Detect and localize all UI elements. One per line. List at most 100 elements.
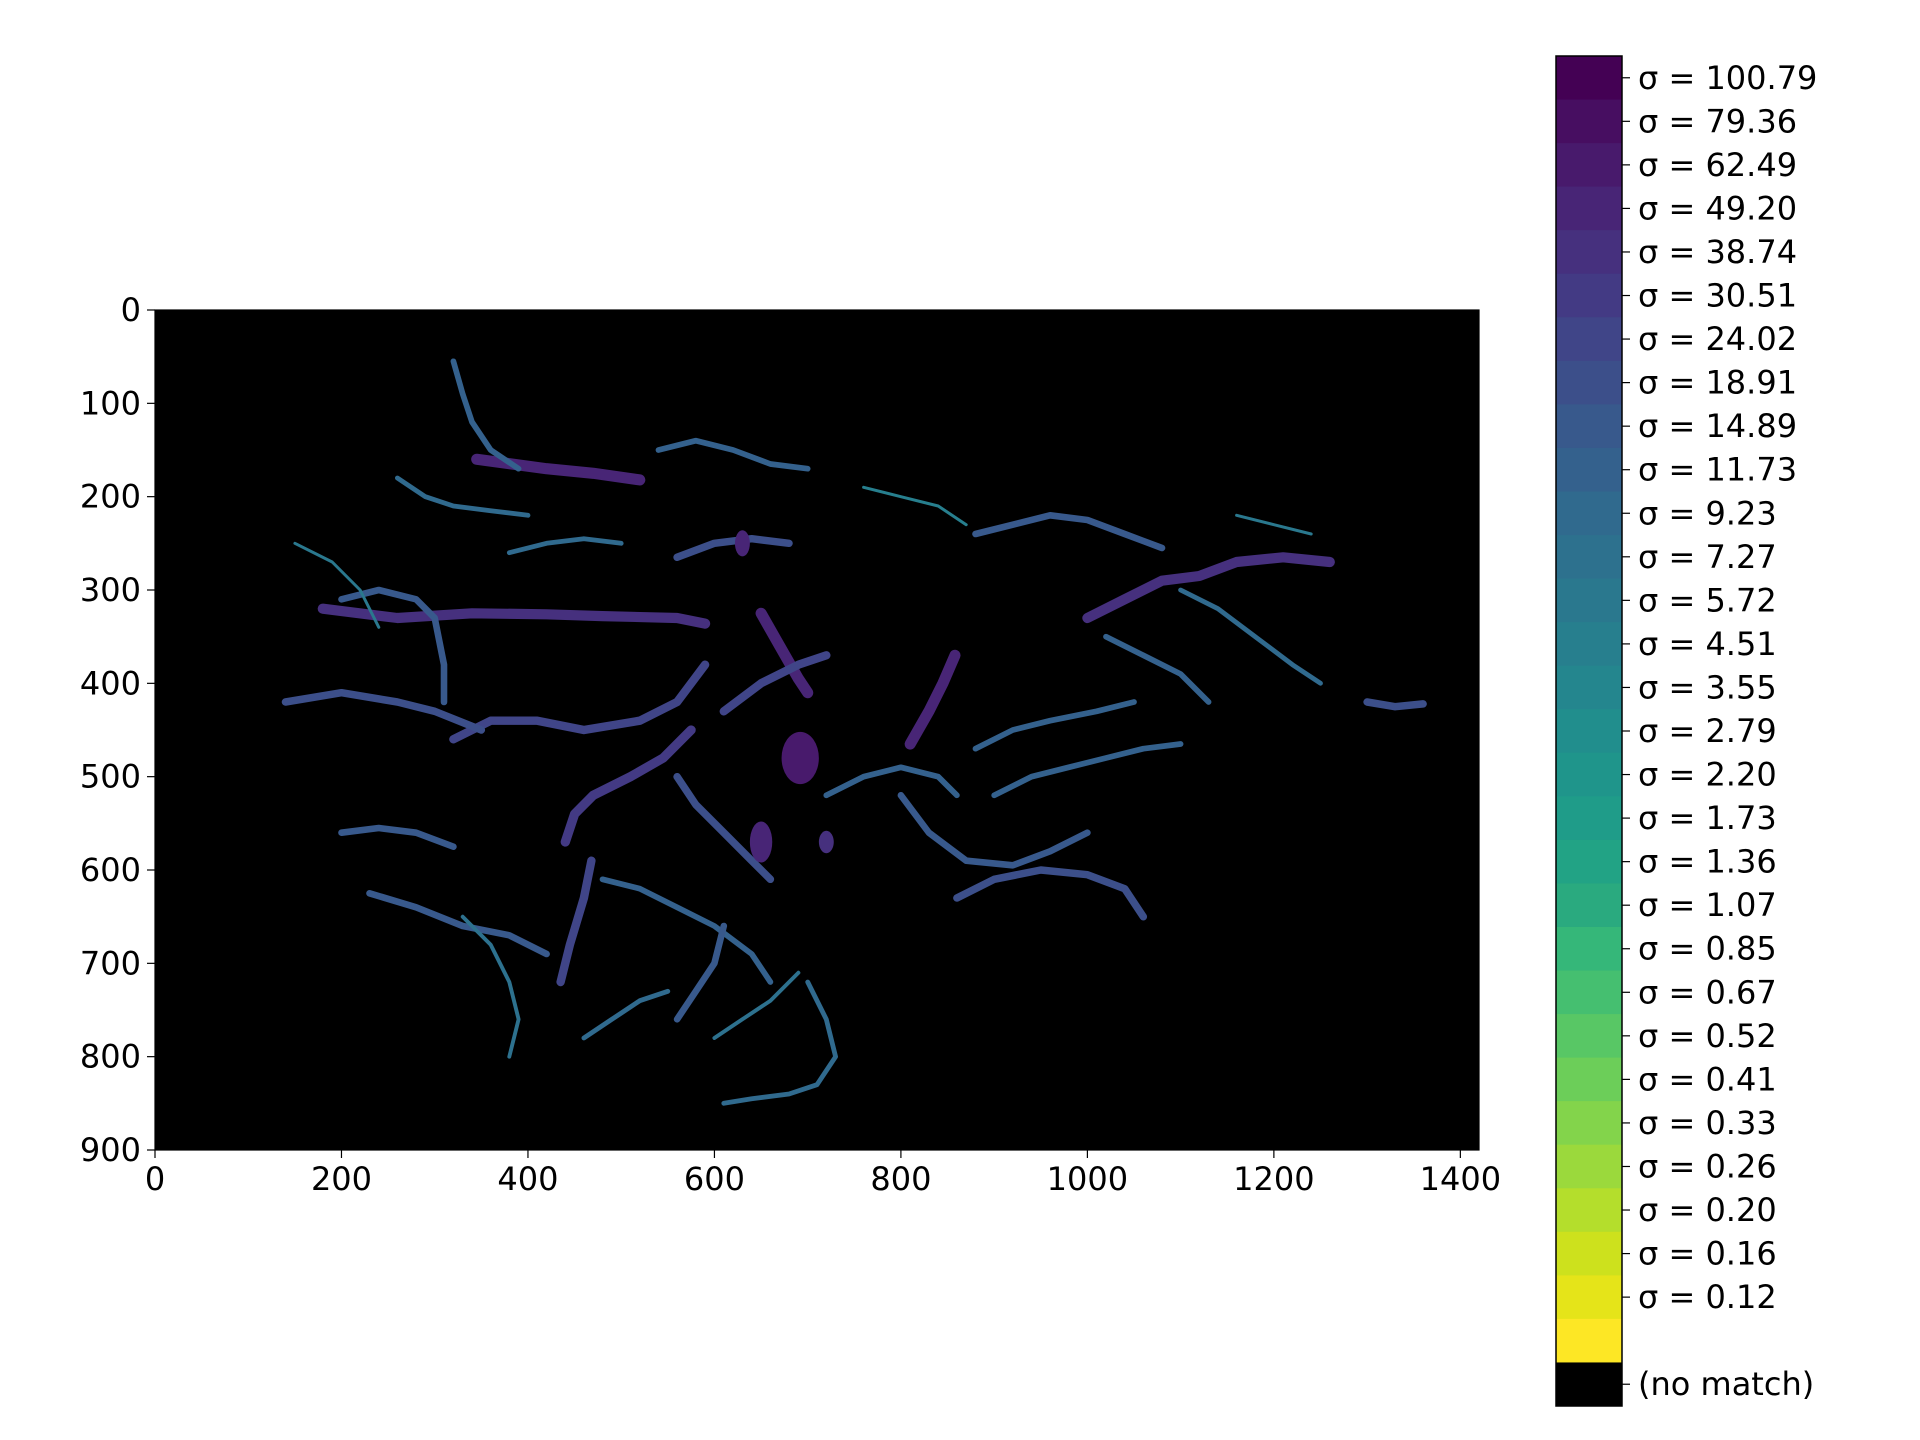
vessel-segment: [719, 651, 831, 716]
y-axis: 0 100 200 300 400 500 600 700 800 900: [80, 291, 155, 1169]
vessel-segment: [581, 988, 671, 1041]
x-axis: 0 200 400 600 800 1000 1200 1400: [145, 1150, 1501, 1198]
vessel-segment: [673, 922, 728, 1023]
colorbar-segment: [1556, 317, 1622, 362]
vessel-blob: [734, 530, 750, 557]
colorbar-segment: [1556, 447, 1622, 492]
y-tick-label: 500: [80, 758, 141, 796]
colorbar-segment: [1556, 56, 1622, 101]
colorbar: σ = 100.79 σ = 79.36 σ = 62.49 σ = 49.20 σ =…: [1555, 55, 1817, 1407]
colorbar-label: σ = 24.02: [1638, 320, 1797, 358]
colorbar-segment: [1556, 1231, 1622, 1276]
colorbar-label: σ = 38.74: [1638, 233, 1797, 271]
colorbar-segment: [1556, 970, 1622, 1015]
vessel-segment: [1178, 587, 1323, 686]
colorbar-segment: [1556, 404, 1622, 449]
colorbar-label: σ = 0.52: [1638, 1017, 1777, 1055]
y-tick-label: 600: [80, 851, 141, 889]
vessel-blob: [818, 830, 834, 854]
colorbar-segment: [1556, 360, 1622, 405]
x-tick-label: 0: [145, 1160, 165, 1198]
vessel-segment: [1235, 513, 1313, 536]
colorbar-label: σ = 18.91: [1638, 364, 1797, 402]
vessel-layer: [281, 358, 1427, 1106]
colorbar-segment: [1556, 1318, 1622, 1363]
x-tick-label: 600: [684, 1160, 745, 1198]
plot-area: [155, 310, 1479, 1150]
colorbar-segment: [1556, 186, 1622, 231]
vessel-segment: [1103, 633, 1212, 705]
vessel-segment: [599, 876, 774, 985]
colorbar-segment: [1556, 230, 1622, 275]
colorbar-segment: [1556, 273, 1622, 318]
colorbar-label: σ = 1.73: [1638, 799, 1777, 837]
colorbar-label: σ = 3.55: [1638, 668, 1777, 706]
colorbar-label: σ = 0.16: [1638, 1235, 1777, 1273]
vessel-segment: [755, 607, 814, 699]
colorbar-label: σ = 11.73: [1638, 451, 1797, 489]
colorbar-label: σ = 9.23: [1638, 494, 1777, 532]
colorbar-segment: [1556, 926, 1622, 972]
vessel-blob: [749, 821, 773, 863]
y-tick-label: 900: [80, 1131, 141, 1169]
vessel-segment: [293, 541, 381, 629]
vessel-segment: [281, 688, 486, 734]
colorbar-label: σ = 2.20: [1638, 756, 1777, 794]
x-tick-label: 1400: [1420, 1160, 1501, 1198]
colorbar-label: σ = 2.79: [1638, 712, 1777, 750]
colorbar-label: σ = 100.79: [1638, 59, 1817, 97]
colorbar-segment: [1556, 883, 1622, 928]
colorbar-segment: [1556, 665, 1622, 710]
vessel-segment: [1363, 698, 1427, 711]
y-tick-label: 100: [80, 384, 141, 422]
vessel-segment: [338, 586, 448, 706]
colorbar-label: σ = 0.67: [1638, 973, 1777, 1011]
colorbar-segment: [1556, 752, 1622, 797]
vessel-segment: [556, 856, 596, 987]
vessel-segment: [673, 772, 775, 884]
vessel-segment: [712, 970, 801, 1040]
vessel-segment: [560, 725, 696, 847]
x-tick-label: 1200: [1233, 1160, 1314, 1198]
colorbar-segment: [1556, 1014, 1622, 1059]
vessel-segment: [506, 536, 624, 556]
colorbar-label: σ = 30.51: [1638, 277, 1797, 315]
vessel-segment: [338, 824, 457, 850]
colorbar-segment: [1556, 709, 1622, 754]
colorbar-label: σ = 0.26: [1638, 1147, 1777, 1185]
colorbar-segment: [1556, 839, 1622, 884]
colorbar-segment: [1556, 143, 1622, 188]
colorbar-segment: [1556, 1057, 1622, 1102]
vessel-segment: [953, 866, 1148, 921]
colorbar-segment: [1556, 99, 1622, 144]
y-tick-label: 0: [121, 291, 141, 329]
y-tick-label: 200: [80, 478, 141, 516]
vessel-blob: [781, 731, 819, 785]
y-tick-label: 300: [80, 571, 141, 609]
vessel-segment: [904, 649, 961, 750]
y-tick-label: 400: [80, 664, 141, 702]
colorbar-segment: [1556, 578, 1622, 623]
vessel-segment: [655, 437, 811, 472]
vessel-segment: [395, 475, 531, 518]
vessel-segment: [450, 358, 522, 472]
vessel-segment: [721, 979, 838, 1106]
colorbar-label: σ = 1.07: [1638, 886, 1777, 924]
colorbar-label: σ = 0.12: [1638, 1278, 1777, 1316]
y-tick-label: 700: [80, 944, 141, 982]
colorbar-label: σ = 5.72: [1638, 581, 1777, 619]
vessel-segment: [972, 511, 1166, 552]
plot-frame: [154, 309, 1480, 1151]
vessel-segment: [991, 741, 1184, 799]
vessel-segment: [317, 603, 711, 629]
colorbar-segment: [1556, 796, 1622, 841]
colorbar-segment: [1556, 1362, 1622, 1407]
colorbar-segment: [1556, 1275, 1622, 1320]
colorbar-label: σ = 62.49: [1638, 146, 1797, 184]
colorbar-segment: [1556, 535, 1622, 580]
colorbar-label: σ = 14.89: [1638, 407, 1797, 445]
y-tick-label: 800: [80, 1038, 141, 1076]
colorbar-segment: [1556, 1101, 1622, 1146]
colorbar-label: (no match): [1638, 1365, 1814, 1403]
